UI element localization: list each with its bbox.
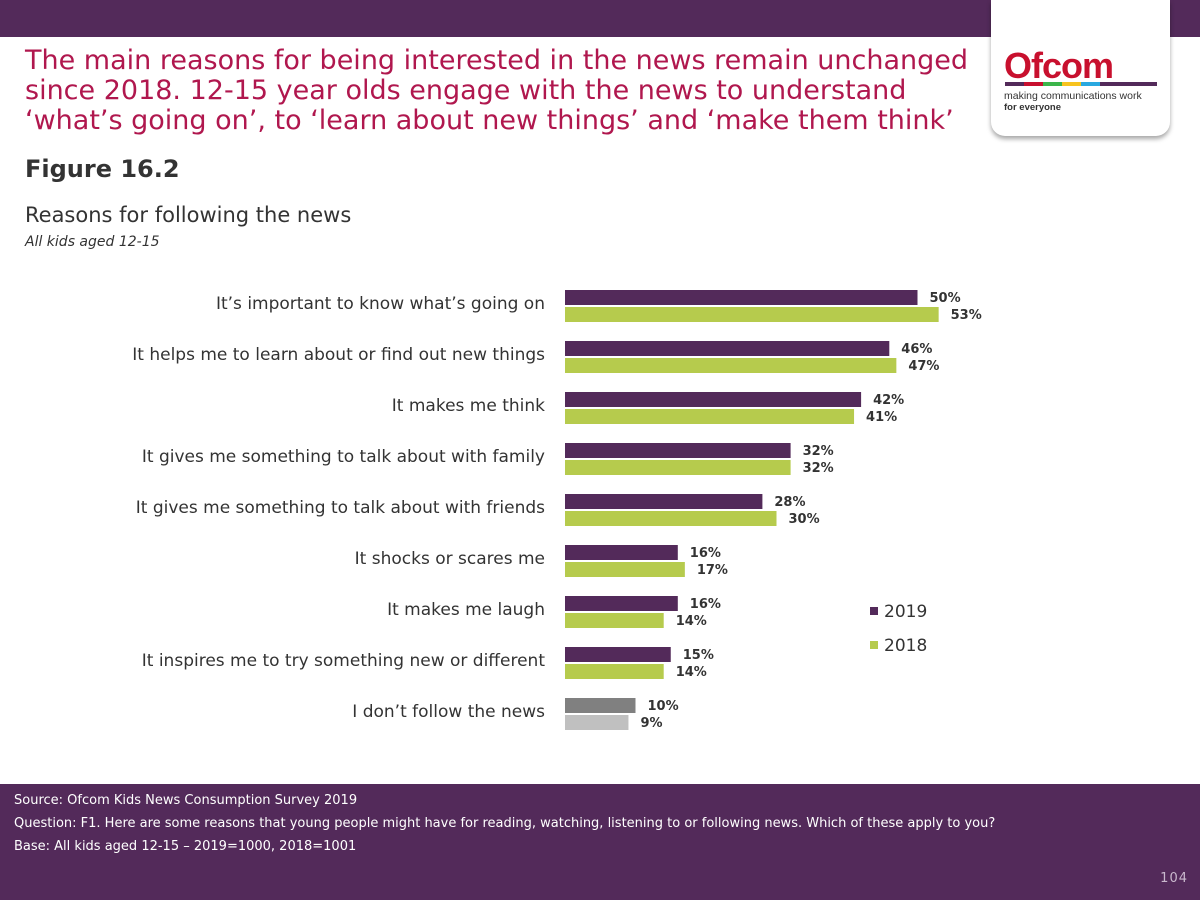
bar-2019: [565, 545, 678, 560]
data-label-2018: 9%: [640, 716, 662, 731]
data-label-2018: 47%: [908, 359, 939, 374]
bar-2018: [565, 460, 791, 475]
category-label: I don’t follow the news: [352, 702, 545, 722]
ofcom-logo: Ofcom making communications work for eve…: [991, 0, 1170, 136]
legend-swatch-2018: [870, 641, 878, 649]
bar-2018: [565, 562, 685, 577]
logo-color-stripe: [1005, 82, 1157, 86]
logo-stripe-segment: [1005, 82, 1024, 86]
figure-label: Figure 16.2: [25, 155, 180, 183]
data-label-2018: 14%: [676, 665, 707, 680]
footer-base: Base: All kids aged 12-15 – 2019=1000, 2…: [14, 839, 357, 854]
data-label-2019: 42%: [873, 393, 904, 408]
logo-stripe-segment: [1081, 82, 1100, 86]
data-label-2018: 32%: [803, 461, 834, 476]
bar-2018: [565, 307, 939, 322]
footer-question: Question: F1. Here are some reasons that…: [14, 816, 996, 831]
data-label-2019: 15%: [683, 648, 714, 663]
logo-stripe-segment: [1119, 82, 1138, 86]
footer-source: Source: Ofcom Kids News Consumption Surv…: [14, 793, 358, 808]
category-label: It makes me laugh: [387, 600, 545, 620]
category-label: It shocks or scares me: [355, 549, 545, 569]
data-label-2019: 16%: [690, 597, 721, 612]
bar-2018: [565, 409, 855, 424]
data-label-2019: 50%: [930, 291, 961, 306]
chart-subtitle: All kids aged 12-15: [25, 234, 160, 250]
logo-stripe-segment: [1100, 82, 1119, 86]
data-label-2018: 41%: [866, 410, 897, 425]
data-label-2019: 16%: [690, 546, 721, 561]
bar-2019: [565, 443, 791, 458]
bar-2019: [565, 596, 678, 611]
bar-2018: [565, 715, 629, 730]
category-label: It gives me something to talk about with…: [136, 498, 545, 518]
bar-2019: [565, 290, 918, 305]
reasons-bar-chart: It’s important to know what’s going on 50…: [132, 290, 982, 731]
logo-stripe-segment: [1062, 82, 1081, 86]
page-headline: The main reasons for being interested in…: [25, 45, 968, 136]
bar-2019: [565, 647, 671, 662]
legend-swatch-2019: [870, 607, 878, 615]
footer: Source: Ofcom Kids News Consumption Surv…: [0, 784, 1200, 900]
logo-stripe-segment: [1024, 82, 1043, 86]
logo-tagline: making communications work for everyone: [1004, 90, 1164, 114]
data-label-2019: 28%: [774, 495, 805, 510]
data-label-2019: 46%: [901, 342, 932, 357]
category-label: It inspires me to try something new or d…: [142, 651, 546, 671]
logo-wordmark: Ofcom: [1004, 45, 1114, 86]
bar-2019: [565, 341, 890, 356]
bar-2019: [565, 698, 636, 713]
chart-title: Reasons for following the news: [25, 203, 352, 227]
data-label-2018: 30%: [789, 512, 820, 527]
bar-2019: [565, 494, 763, 509]
legend-label-2018: 2018: [884, 636, 927, 656]
data-label-2018: 53%: [951, 308, 982, 323]
data-label-2019: 32%: [803, 444, 834, 459]
bar-2018: [565, 358, 897, 373]
bar-2018: [565, 664, 664, 679]
category-label: It helps me to learn about or find out n…: [132, 345, 545, 365]
bar-2018: [565, 511, 777, 526]
category-label: It gives me something to talk about with…: [142, 447, 545, 467]
logo-tagline-line-2: for everyone: [1004, 102, 1062, 113]
page-number: 104: [1160, 871, 1188, 886]
logo-tagline-line-1: making communications work: [1004, 90, 1142, 102]
bar-2019: [565, 392, 862, 407]
logo-stripe-segment: [1043, 82, 1062, 86]
legend-label-2019: 2019: [884, 602, 927, 622]
category-label: It’s important to know what’s going on: [216, 294, 545, 314]
data-label-2018: 17%: [697, 563, 728, 578]
category-label: It makes me think: [392, 396, 545, 416]
bar-2018: [565, 613, 664, 628]
data-label-2019: 10%: [648, 699, 679, 714]
logo-stripe-segment: [1138, 82, 1157, 86]
data-label-2018: 14%: [676, 614, 707, 629]
